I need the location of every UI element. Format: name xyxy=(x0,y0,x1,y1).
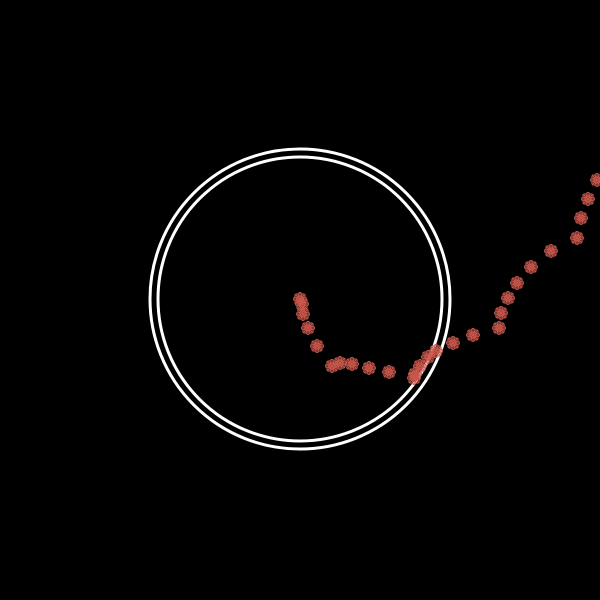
trail-marker-icon xyxy=(466,328,480,342)
trail-marker-icon xyxy=(544,244,558,258)
target-ring xyxy=(148,147,452,451)
trail-marker-icon xyxy=(333,356,347,370)
trail-marker-icon xyxy=(446,336,460,350)
trail-marker-icon xyxy=(570,231,584,245)
trail-marker-icon xyxy=(345,357,359,371)
trail-marker-icon xyxy=(429,344,443,358)
trail-marker-icon xyxy=(524,260,538,274)
marker-trail xyxy=(293,173,600,385)
target-ring-outer xyxy=(148,147,452,451)
trail-marker-icon xyxy=(362,361,376,375)
target-ring-inner xyxy=(156,155,444,443)
trail-marker-icon xyxy=(413,359,427,373)
trail-marker-icon xyxy=(501,291,515,305)
trail-marker-icon xyxy=(581,192,595,206)
trail-marker-icon xyxy=(574,211,588,225)
trail-marker-icon xyxy=(382,365,396,379)
trail-marker-icon xyxy=(301,321,315,335)
trail-marker-icon xyxy=(590,173,600,187)
trail-marker-icon xyxy=(407,371,421,385)
trail-marker-icon xyxy=(494,306,508,320)
trail-marker-icon xyxy=(296,307,310,321)
trail-marker-icon xyxy=(492,321,506,335)
trail-marker-icon xyxy=(310,339,324,353)
trail-marker-icon xyxy=(510,276,524,290)
